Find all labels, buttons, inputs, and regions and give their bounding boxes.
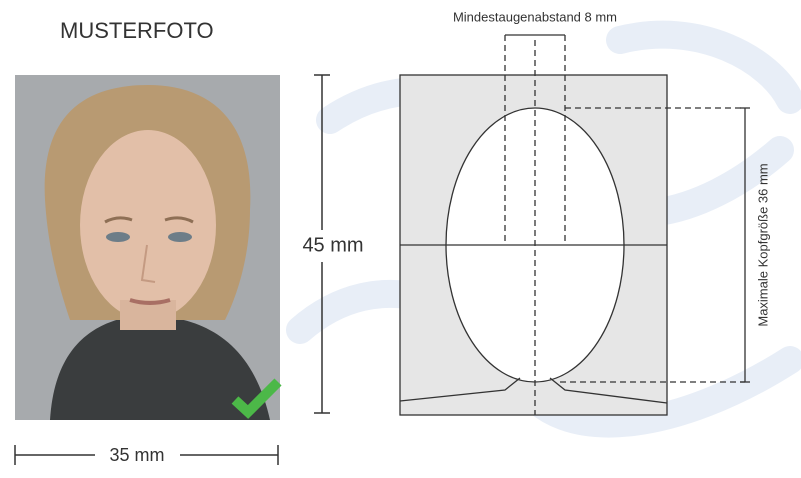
eye-distance-label: Mindestaugenabstand 8 mm: [453, 9, 617, 24]
template: [400, 35, 750, 415]
eye: [168, 232, 192, 242]
page: MUSTERFOTO 45 mm 35 mm: [0, 0, 801, 478]
width-label: 35 mm: [109, 445, 164, 465]
sample-photo: [15, 75, 280, 420]
height-label: 45 mm: [302, 234, 363, 256]
title: MUSTERFOTO: [60, 18, 214, 43]
eye: [106, 232, 130, 242]
face: [80, 130, 216, 320]
head-size-label: Maximale Kopfgröße 36 mm: [755, 163, 770, 326]
